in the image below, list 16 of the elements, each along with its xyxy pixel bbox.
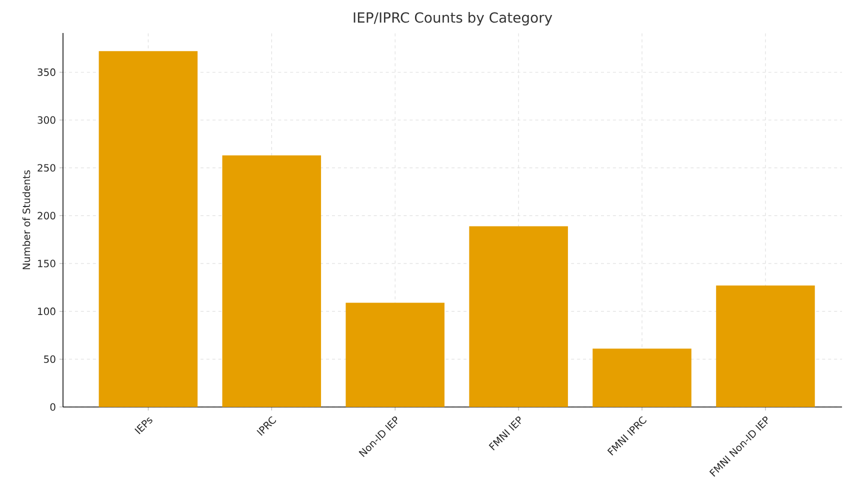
bar — [469, 226, 568, 407]
bar — [716, 286, 815, 407]
y-tick-label: 150 — [38, 260, 56, 268]
y-tick-label: 300 — [38, 116, 56, 124]
y-tick-label: 50 — [44, 355, 56, 363]
bar — [222, 155, 322, 407]
y-tick-label: 250 — [38, 164, 56, 172]
chart-title: IEP/IPRC Counts by Category — [354, 12, 552, 26]
bar — [346, 302, 444, 407]
y-axis-title: Number of Students — [22, 170, 30, 270]
bar — [592, 348, 692, 407]
y-tick-label: 200 — [38, 212, 56, 220]
bar — [98, 51, 198, 407]
y-tick-label: 0 — [50, 403, 56, 411]
y-tick-label: 100 — [38, 308, 56, 316]
y-tick-label: 350 — [38, 68, 56, 76]
